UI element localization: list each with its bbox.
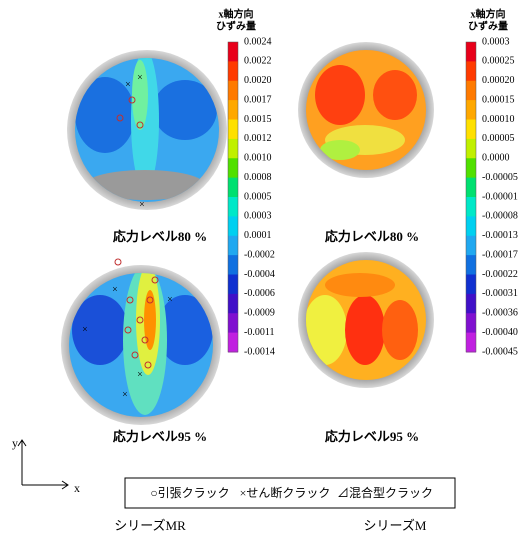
colorbar-band: [228, 313, 238, 333]
colorbar-tick-label: 0.0001: [244, 230, 272, 241]
colorbar-tick-label: -0.00040: [482, 327, 518, 338]
colorbar-band: [228, 294, 238, 314]
colorbar-tick-label: -0.00036: [482, 308, 518, 319]
colorbar-tick-label: 0.0003: [244, 211, 272, 222]
colorbar-band: [228, 100, 238, 120]
legend-item: ⊿混合型クラック: [337, 485, 433, 500]
svg-text:×: ×: [137, 369, 143, 380]
colorbar-tick-label: -0.00001: [482, 191, 518, 202]
colorbar-band: [228, 158, 238, 178]
colorbar-tick-label: -0.0009: [244, 308, 275, 319]
colorbar-band: [228, 275, 238, 295]
colorbar-band: [466, 120, 476, 140]
colorbar-band: [466, 178, 476, 198]
colorbar-band: [466, 333, 476, 353]
colorbar-band: [466, 81, 476, 101]
svg-text:×: ×: [167, 294, 173, 305]
axis-arrows: [18, 440, 68, 489]
colorbar-band: [466, 158, 476, 178]
colorbar-tick-label: 0.00015: [482, 94, 515, 105]
colorbar-band: [228, 333, 238, 353]
colorbar-tick-label: 0.0010: [244, 153, 272, 164]
colorbar-band: [228, 216, 238, 236]
colorbar-tick-label: 0.0022: [244, 56, 272, 67]
colorbar-band: [228, 61, 238, 81]
colorbar-tick-label: 0.0020: [244, 75, 272, 86]
colorbar-tick-label: -0.00013: [482, 230, 518, 241]
colorbar-tick-label: -0.0006: [244, 288, 275, 299]
colorbar-band: [466, 275, 476, 295]
colorbar-tick-label: 0.0017: [244, 94, 272, 105]
colorbar-tick-label: -0.0004: [244, 269, 275, 280]
colorbar-tick-label: -0.00022: [482, 269, 518, 280]
colorbar-tick-label: -0.0002: [244, 249, 275, 260]
colorbar-tick-label: -0.00005: [482, 172, 518, 183]
colorbar-title: ひずみ量: [468, 19, 508, 32]
colorbar-tick-label: 0.00005: [482, 133, 515, 144]
figure: × × × × × × × × y x 0.0024 0.0022 0.0020 0.0017…: [0, 0, 520, 537]
colorbar-tick-label: 0.0003: [482, 36, 510, 47]
panel-caption: 応力レベル95 %: [325, 429, 419, 444]
colorbar-tick-label: -0.00045: [482, 346, 518, 357]
colorbar-tick-label: 0.00010: [482, 114, 515, 125]
svg-text:×: ×: [137, 72, 143, 83]
colorbar-band: [228, 81, 238, 101]
colorbar-tick-label: -0.00031: [482, 288, 518, 299]
series-label: シリーズM: [364, 518, 427, 533]
svg-text:×: ×: [139, 199, 145, 210]
legend-item: ×せん断クラック: [240, 485, 331, 500]
colorbar-band: [228, 178, 238, 198]
colorbar-tick-label: -0.0011: [244, 327, 274, 338]
legend-item: ○引張クラック: [150, 486, 229, 500]
x-axis-label: x: [74, 481, 80, 495]
svg-text:×: ×: [112, 284, 118, 295]
colorbar-band: [466, 255, 476, 275]
colorbar-band: [466, 42, 476, 62]
colorbar-title: x軸方向: [471, 7, 506, 20]
colorbar-tick-label: 0.00025: [482, 56, 515, 67]
svg-text:×: ×: [82, 324, 88, 335]
colorbar-tick-label: -0.00017: [482, 249, 518, 260]
colorbar-band: [228, 236, 238, 256]
colorbar-band: [466, 61, 476, 81]
panel-caption: 応力レベル80 %: [325, 229, 419, 244]
colorbar-band: [466, 313, 476, 333]
colorbar-tick-label: -0.00008: [482, 211, 518, 222]
colorbar-band: [466, 216, 476, 236]
colorbar-band: [228, 197, 238, 217]
colorbar-band: [466, 197, 476, 217]
colorbar-band: [228, 255, 238, 275]
colorbar-tick-label: -0.0014: [244, 346, 275, 357]
panel-caption: 応力レベル80 %: [113, 229, 207, 244]
colorbar-tick-label: 0.0015: [244, 114, 272, 125]
colorbar-band: [466, 139, 476, 159]
colorbar-band: [228, 120, 238, 140]
colorbar-tick-label: 0.0008: [244, 172, 272, 183]
colorbar-tick-label: 0.0000: [482, 153, 510, 164]
colorbar-tick-label: 0.0005: [244, 191, 272, 202]
colorbar-band: [228, 42, 238, 62]
svg-text:×: ×: [125, 79, 131, 90]
panel-caption: 応力レベル95 %: [113, 429, 207, 444]
colorbar-title: ひずみ量: [216, 19, 256, 32]
colorbar-title: x軸方向: [219, 7, 254, 20]
colorbar-band: [228, 139, 238, 159]
colorbar-tick-label: 0.0012: [244, 133, 272, 144]
series-label: シリーズMR: [114, 518, 186, 533]
colorbar-band: [466, 100, 476, 120]
svg-text:×: ×: [122, 389, 128, 400]
y-axis-label: y: [12, 436, 18, 450]
colorbar-tick-label: 0.00020: [482, 75, 515, 86]
colorbar-tick-label: 0.0024: [244, 36, 272, 47]
colorbar-band: [466, 236, 476, 256]
colorbar-band: [466, 294, 476, 314]
